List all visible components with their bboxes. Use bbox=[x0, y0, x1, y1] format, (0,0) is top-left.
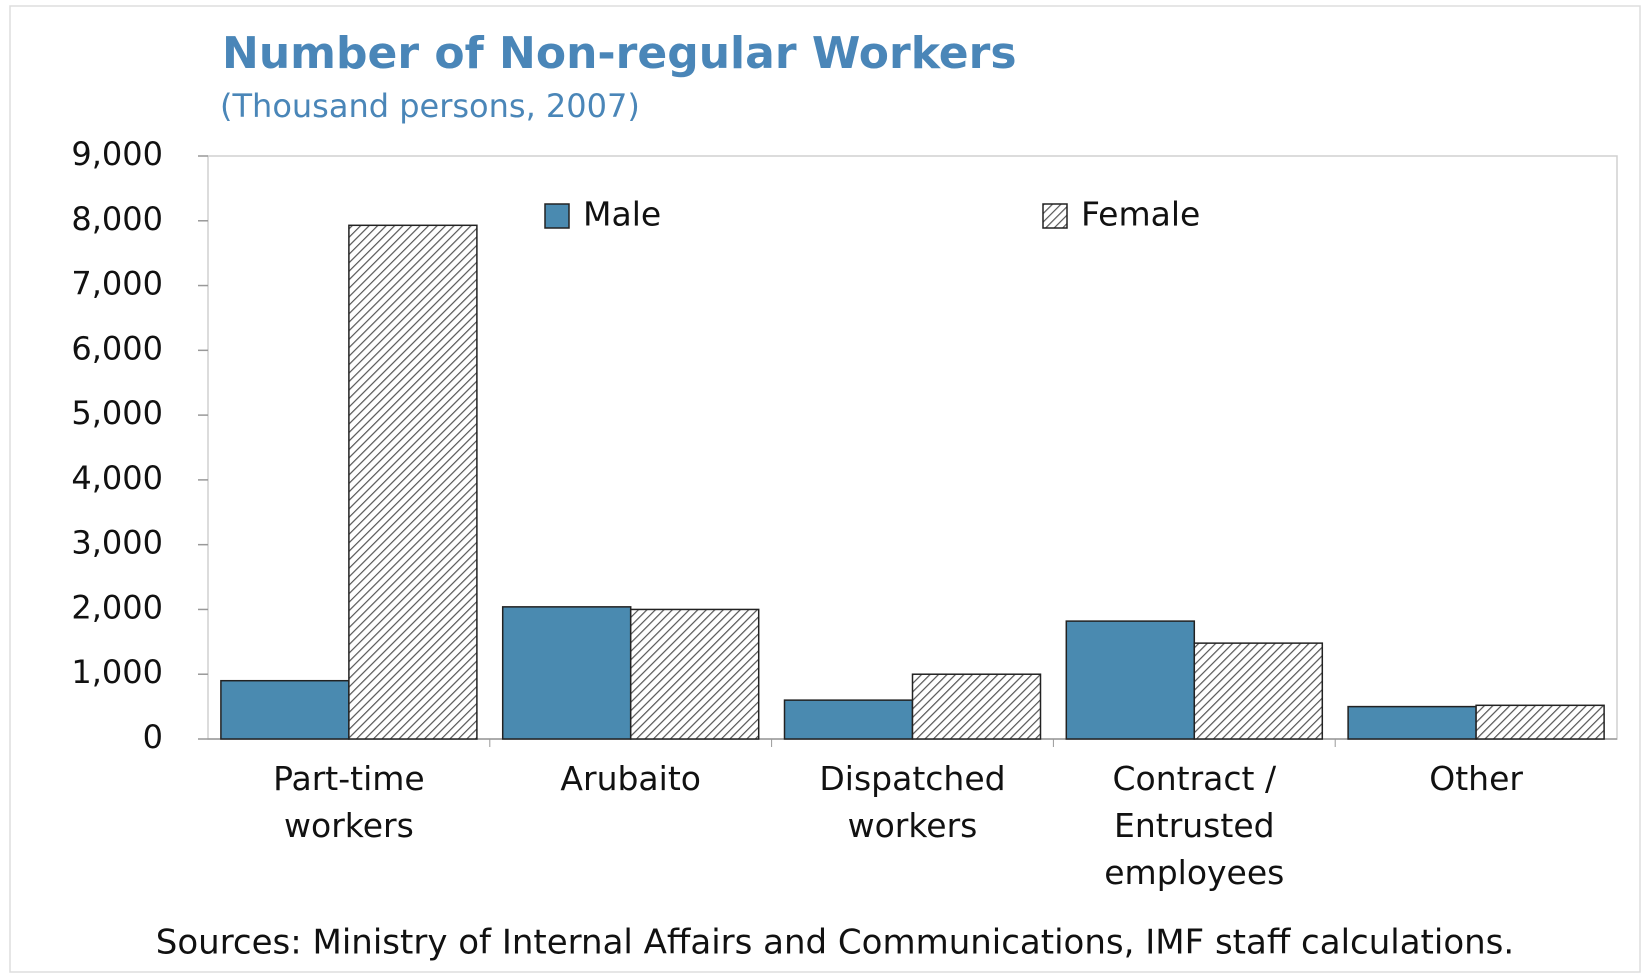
legend-swatch bbox=[544, 203, 570, 229]
bar bbox=[1347, 705, 1477, 740]
bar bbox=[1193, 642, 1324, 740]
x-tick-label: Part-time workers bbox=[273, 759, 425, 845]
y-tick-label: 9,000 bbox=[71, 135, 163, 173]
legend-label: Female bbox=[1081, 195, 1200, 234]
x-tick-label: Dispatched workers bbox=[819, 759, 1006, 845]
y-tick-label: 2,000 bbox=[71, 588, 163, 626]
bar bbox=[783, 699, 914, 740]
legend-swatch bbox=[1042, 203, 1068, 229]
x-tick-label: Other bbox=[1429, 759, 1523, 798]
y-tick-label: 4,000 bbox=[71, 459, 163, 497]
chart-title: Number of Non-regular Workers bbox=[222, 28, 1017, 79]
source-note: Sources: Ministry of Internal Affairs an… bbox=[156, 923, 1514, 963]
y-tick-label: 0 bbox=[143, 718, 163, 756]
y-tick-label: 8,000 bbox=[71, 200, 163, 238]
x-tick-label: Contract / Entrusted employees bbox=[1104, 759, 1285, 892]
outer-frame bbox=[9, 5, 1641, 973]
bar bbox=[1065, 620, 1196, 740]
bar bbox=[348, 224, 478, 740]
y-tick-label: 7,000 bbox=[71, 265, 163, 303]
chart-subtitle: (Thousand persons, 2007) bbox=[220, 87, 640, 125]
y-tick-label: 3,000 bbox=[71, 524, 163, 562]
bar bbox=[629, 608, 760, 740]
bar bbox=[220, 679, 350, 740]
y-tick-label: 1,000 bbox=[71, 653, 163, 691]
bar bbox=[501, 606, 632, 740]
bar bbox=[1475, 704, 1605, 740]
y-tick-label: 6,000 bbox=[71, 329, 163, 367]
bar bbox=[911, 673, 1042, 740]
legend-label: Male bbox=[583, 195, 661, 234]
y-tick-label: 5,000 bbox=[71, 394, 163, 432]
x-tick-label: Arubaito bbox=[560, 759, 701, 798]
